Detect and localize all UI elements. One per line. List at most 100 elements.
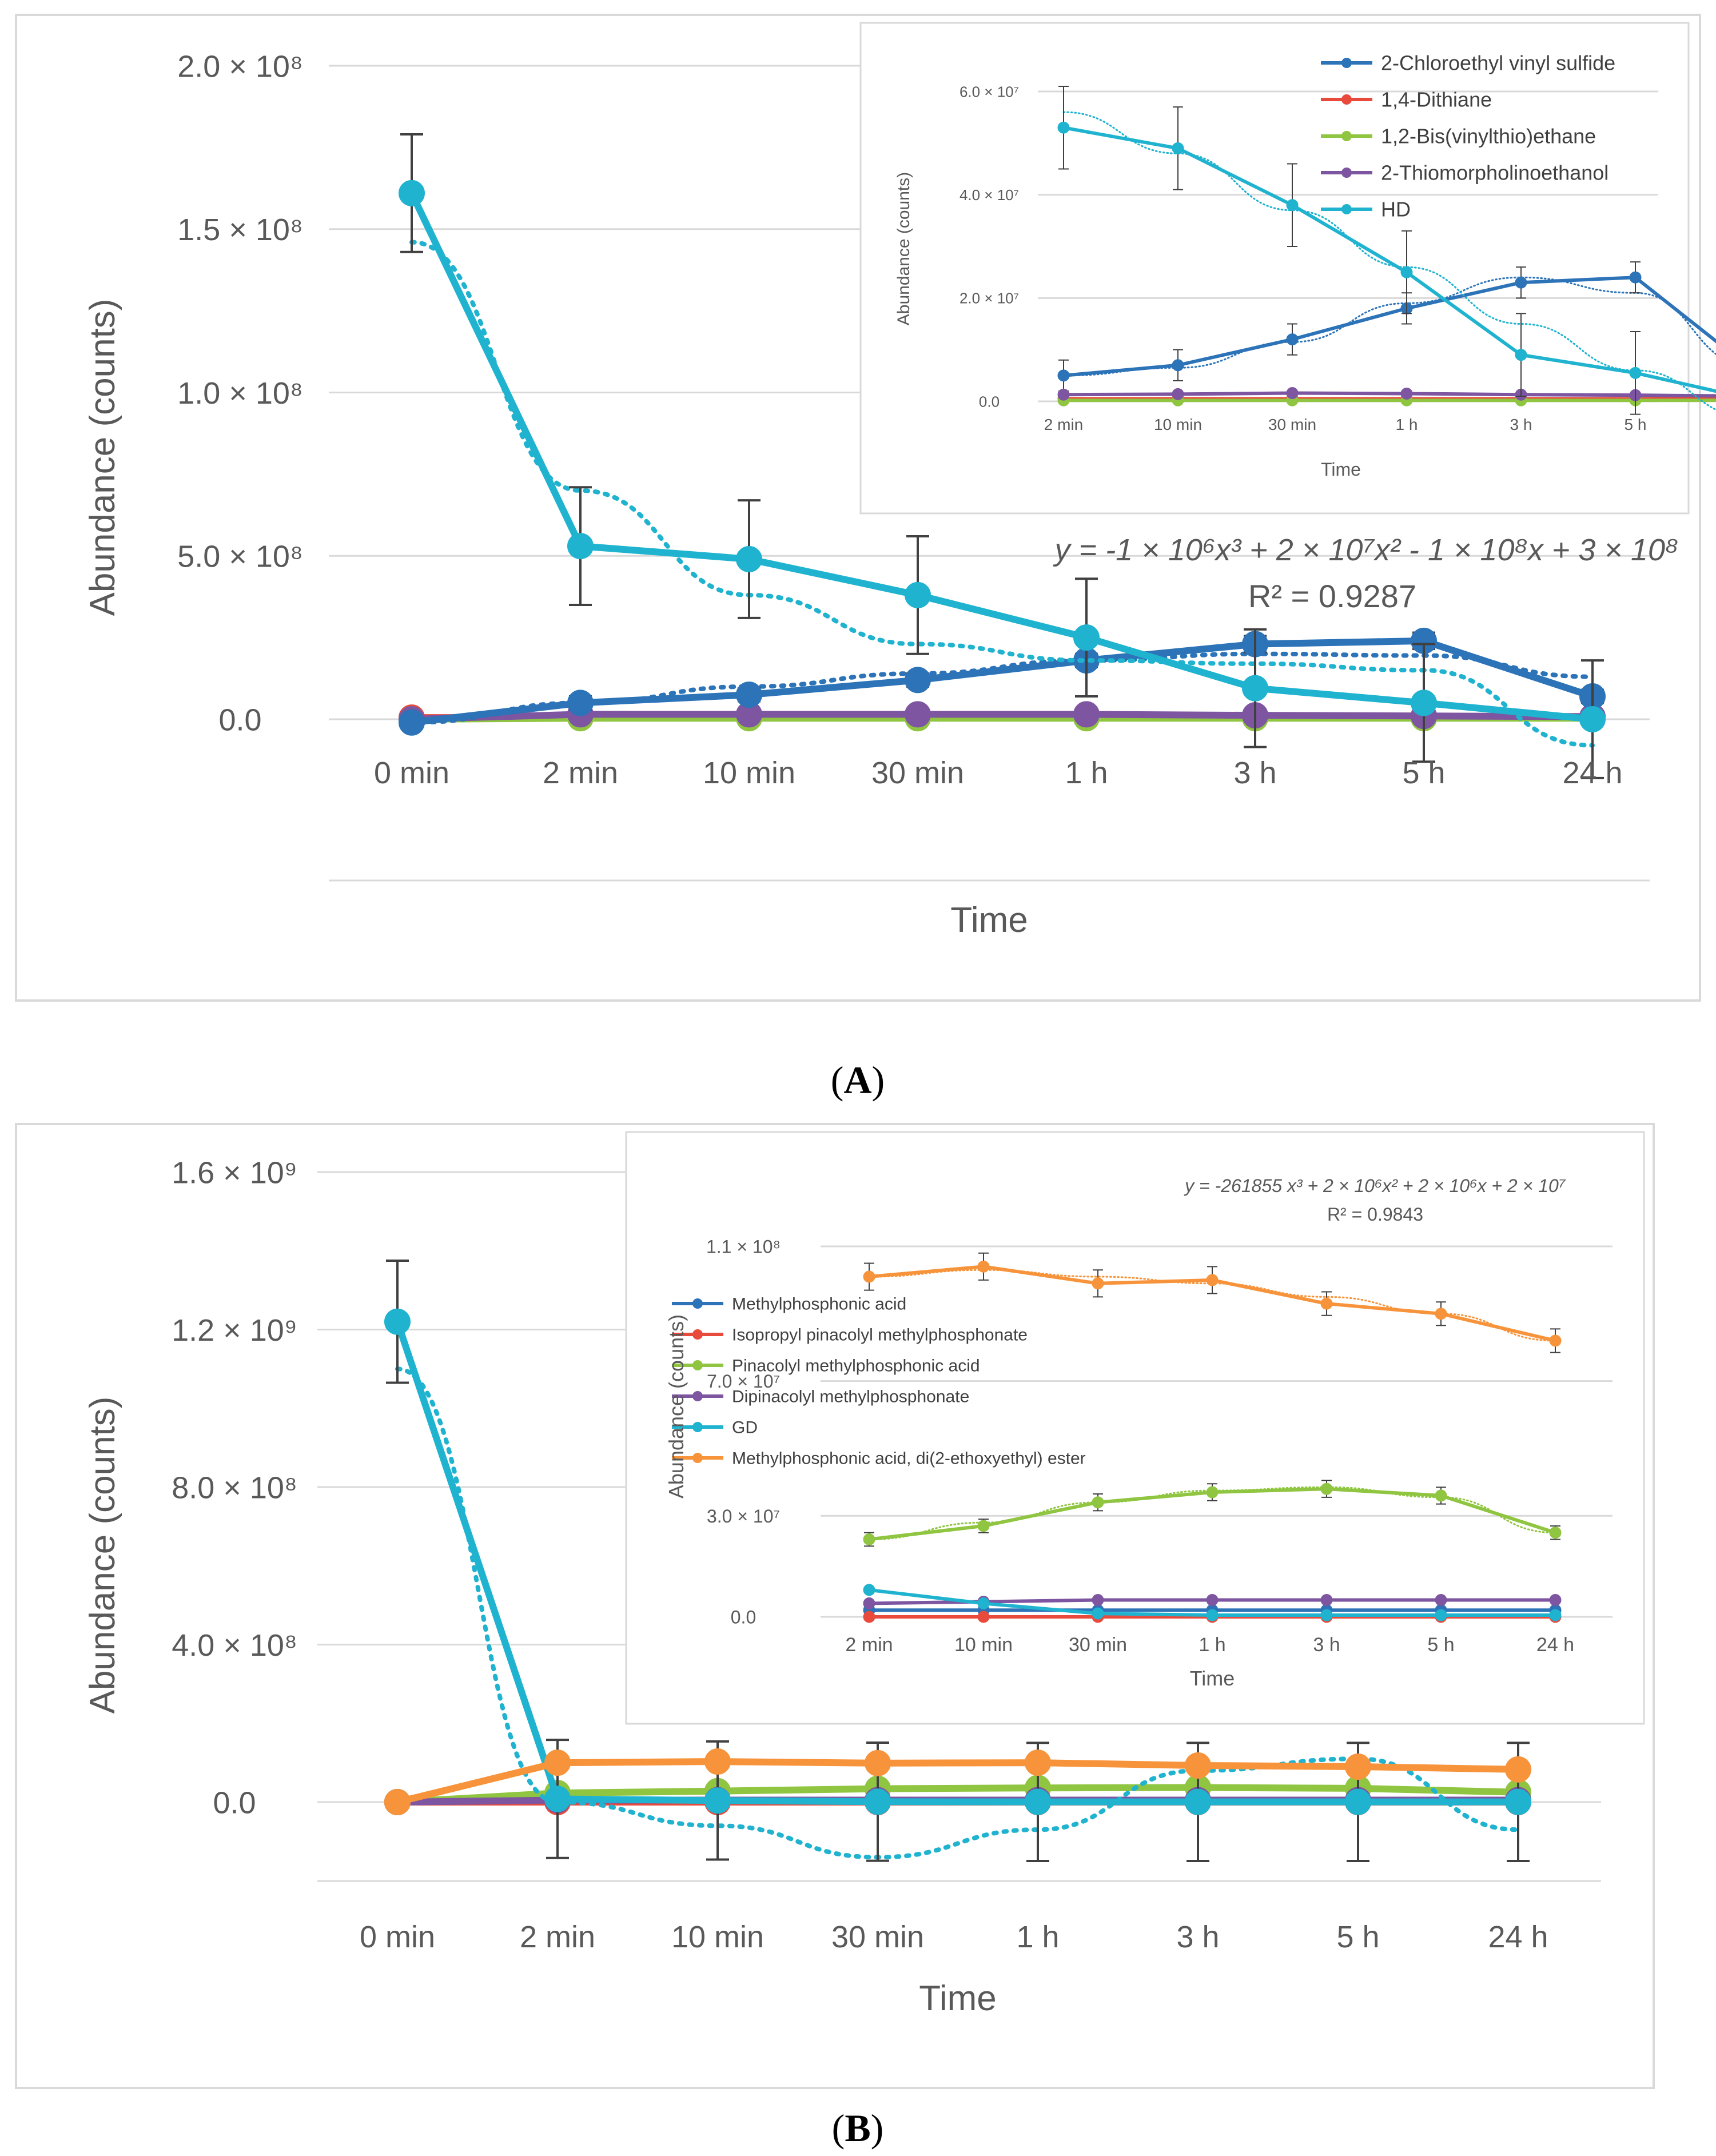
b-inset-legend-isopropyl-pinacolyl-methylphosphonate-marker bbox=[692, 1329, 703, 1340]
a-inset-hd-point bbox=[1515, 349, 1527, 361]
b-main-gd-point bbox=[704, 1787, 731, 1814]
panel-a: 0.0 5.0 × 10⁸ 1.0 × 10⁸ 1.5 × 10⁸ 2.0 × 10⁸ 0… bbox=[15, 14, 1716, 1102]
b-inset-y-tick-label: 7.0 × 10⁷ bbox=[707, 1371, 780, 1392]
b-main-x-tick-label: 3 h bbox=[1176, 1920, 1219, 1954]
a-inset-2-chloroethyl-vinyl-sulfide-point bbox=[1057, 369, 1070, 382]
a-inset-hd-point bbox=[1629, 366, 1642, 379]
b-inset-methylphosphonic-acid-di-2-ethoxyethyl-ester-point bbox=[1320, 1297, 1333, 1310]
a-main-y-tick-label: 2.0 × 10⁸ bbox=[177, 49, 302, 83]
panel-b-label-close: ) bbox=[871, 2106, 884, 2150]
b-inset-y-tick-label: 1.1 × 10⁸ bbox=[706, 1237, 781, 1257]
b-inset-isopropyl-pinacolyl-methylphosphonate-point bbox=[977, 1611, 990, 1623]
b-inset-x-tick-label: 3 h bbox=[1313, 1634, 1340, 1656]
b-main-methylphosphonic-acid-di-2-ethoxyethyl-ester-point bbox=[1025, 1749, 1051, 1776]
a-inset-2-thiomorpholinoethanol-point bbox=[1172, 388, 1184, 400]
panel-b-label-letter: B bbox=[845, 2106, 870, 2150]
a-main-2-chloroethyl-vinyl-sulfide-point bbox=[905, 667, 931, 694]
a-main-x-tick-label: 3 h bbox=[1233, 756, 1276, 790]
b-inset-pinacolyl-methylphosphonic-acid-point bbox=[1435, 1489, 1447, 1502]
b-inset-legend-pinacolyl-methylphosphonic-acid-label: Pinacolyl methylphosphonic acid bbox=[732, 1357, 980, 1376]
a-inset-x-tick-label: 2 min bbox=[1044, 416, 1083, 433]
b-inset-pinacolyl-methylphosphonic-acid-point bbox=[863, 1533, 875, 1546]
b-main-gd-point bbox=[1185, 1788, 1211, 1815]
panel-b-inset-x-axis-title: Time bbox=[1190, 1667, 1235, 1690]
b-inset-gd-point bbox=[1206, 1609, 1219, 1621]
a-main-hd-point bbox=[1242, 675, 1268, 702]
b-inset-pinacolyl-methylphosphonic-acid-point bbox=[1320, 1483, 1333, 1495]
a-inset-hd-point bbox=[1057, 121, 1070, 134]
panel-b-label: (B) bbox=[832, 2106, 884, 2150]
panel-a-y-axis-title: Abundance (counts) bbox=[83, 299, 122, 616]
b-inset-dipinacolyl-methylphosphonate-point bbox=[1206, 1594, 1219, 1607]
b-inset-legend-methylphosphonic-acid-marker bbox=[692, 1298, 703, 1309]
a-main-x-tick-label: 10 min bbox=[703, 756, 795, 790]
a-main-y-tick-label: 5.0 × 10⁸ bbox=[177, 540, 302, 574]
a-inset-legend-2-chloroethyl-vinyl-sulfide-label: 2-Chloroethyl vinyl sulfide bbox=[1381, 51, 1615, 75]
a-inset-hd-point bbox=[1286, 199, 1299, 212]
b-inset-x-tick-label: 30 min bbox=[1069, 1634, 1127, 1656]
panel-a-label-close: ) bbox=[872, 1058, 885, 1102]
a-main-hd-trendline bbox=[409, 240, 1595, 748]
b-main-gd-point bbox=[1345, 1788, 1371, 1815]
a-main-2-chloroethyl-vinyl-sulfide-point bbox=[567, 690, 594, 716]
b-inset-gd-point bbox=[1549, 1609, 1562, 1621]
b-main-pinacolyl-methylphosphonic-acid-line bbox=[397, 1784, 1519, 1806]
panel-b-inset-plot bbox=[863, 1252, 1562, 1623]
a-main-2-chloroethyl-vinyl-sulfide-point bbox=[736, 682, 762, 708]
a-main-hd-point bbox=[1579, 706, 1606, 732]
b-main-methylphosphonic-acid-di-2-ethoxyethyl-ester-point bbox=[544, 1749, 571, 1776]
b-inset-legend-dipinacolyl-methylphosphonate-label: Dipinacolyl methylphosphonate bbox=[732, 1388, 969, 1406]
a-main-hd-point bbox=[1411, 690, 1437, 716]
a-inset-2-chloroethyl-vinyl-sulfide-point bbox=[1172, 359, 1184, 372]
b-inset-methylphosphonic-acid-di-2-ethoxyethyl-ester-point bbox=[1549, 1334, 1562, 1347]
a-main-2-chloroethyl-vinyl-sulfide-line bbox=[411, 637, 1594, 726]
panel-a-label: (A) bbox=[831, 1058, 885, 1102]
b-main-gd-line bbox=[394, 1320, 1518, 1806]
a-main-hd-line bbox=[408, 192, 1593, 723]
panel-b-inset-ticks: 0.0 3.0 × 10⁷ 7.0 × 10⁷ 1.1 × 10⁸ 2 min 10 mi… bbox=[706, 1237, 1574, 1656]
a-inset-legend-1-2-bis-vinylthio-ethane-marker bbox=[1341, 131, 1352, 141]
b-main-x-tick-label: 5 h bbox=[1336, 1920, 1379, 1954]
b-inset-dipinacolyl-methylphosphonate-point bbox=[1435, 1594, 1447, 1607]
a-main-y-tick-label: 1.0 × 10⁸ bbox=[177, 376, 302, 411]
b-main-methylphosphonic-acid-di-2-ethoxyethyl-ester-point bbox=[865, 1749, 891, 1776]
a-main-2-thiomorpholinoethanol-line bbox=[411, 711, 1593, 723]
b-main-gd-trendline bbox=[395, 1366, 1520, 1860]
a-inset-x-tick-label: 5 h bbox=[1625, 416, 1647, 433]
b-main-y-tick-label: 1.2 × 10⁹ bbox=[172, 1313, 297, 1348]
b-main-y-tick-label: 4.0 × 10⁸ bbox=[172, 1628, 297, 1663]
b-inset-legend-methylphosphonic-acid-label: Methylphosphonic acid bbox=[732, 1295, 906, 1314]
b-main-gd-point bbox=[865, 1788, 891, 1815]
a-main-2-thiomorpholinoethanol-point bbox=[1073, 701, 1100, 728]
a-inset-y-tick-label: 4.0 × 10⁷ bbox=[959, 186, 1019, 204]
b-main-methylphosphonic-acid-di-2-ethoxyethyl-ester-point bbox=[1345, 1754, 1371, 1780]
b-inset-gd-point bbox=[1320, 1609, 1333, 1621]
b-inset-methylphosphonic-acid-di-2-ethoxyethyl-ester-point bbox=[1435, 1308, 1447, 1320]
panel-b-x-axis-title: Time bbox=[919, 1979, 996, 2018]
b-inset-y-tick-label: 0.0 bbox=[731, 1607, 756, 1628]
a-inset-legend-2-chloroethyl-vinyl-sulfide-marker bbox=[1341, 58, 1352, 68]
a-main-x-tick-label: 0 min bbox=[374, 756, 449, 790]
b-inset-legend-methylphosphonic-acid-di-2-ethoxyethyl-ester-marker bbox=[692, 1453, 703, 1463]
a-main-hd-point bbox=[567, 533, 594, 560]
b-inset-pinacolyl-methylphosphonic-acid-point bbox=[1549, 1527, 1562, 1539]
b-inset-pinacolyl-methylphosphonic-acid-point bbox=[1206, 1486, 1219, 1499]
b-inset-gd-point bbox=[977, 1597, 990, 1609]
a-inset-y-tick-label: 6.0 × 10⁷ bbox=[959, 83, 1019, 100]
b-main-methylphosphonic-acid-di-2-ethoxyethyl-ester-line bbox=[396, 1758, 1519, 1806]
panel-a-inset-y-axis-title: Abundance (counts) bbox=[894, 172, 913, 326]
panel-a-inset-x-axis-title: Time bbox=[1321, 459, 1361, 480]
b-inset-dipinacolyl-methylphosphonate-point bbox=[863, 1597, 875, 1609]
b-main-gd-point bbox=[1505, 1788, 1531, 1815]
a-main-hd-point bbox=[905, 581, 931, 608]
panel-b-inset-frame bbox=[625, 1131, 1645, 1725]
a-main-x-tick-label: 2 min bbox=[543, 756, 618, 790]
a-inset-2-chloroethyl-vinyl-sulfide-point bbox=[1515, 276, 1527, 289]
panel-a-r-squared: R² = 0.9287 bbox=[1248, 578, 1416, 614]
b-inset-y-tick-label: 3.0 × 10⁷ bbox=[707, 1506, 780, 1527]
panel-b-y-axis-title: Abundance (counts) bbox=[83, 1397, 122, 1714]
b-inset-dipinacolyl-methylphosphonate-point bbox=[1320, 1594, 1333, 1607]
b-main-y-tick-label: 8.0 × 10⁸ bbox=[172, 1470, 297, 1505]
b-main-x-tick-label: 1 h bbox=[1016, 1920, 1059, 1954]
